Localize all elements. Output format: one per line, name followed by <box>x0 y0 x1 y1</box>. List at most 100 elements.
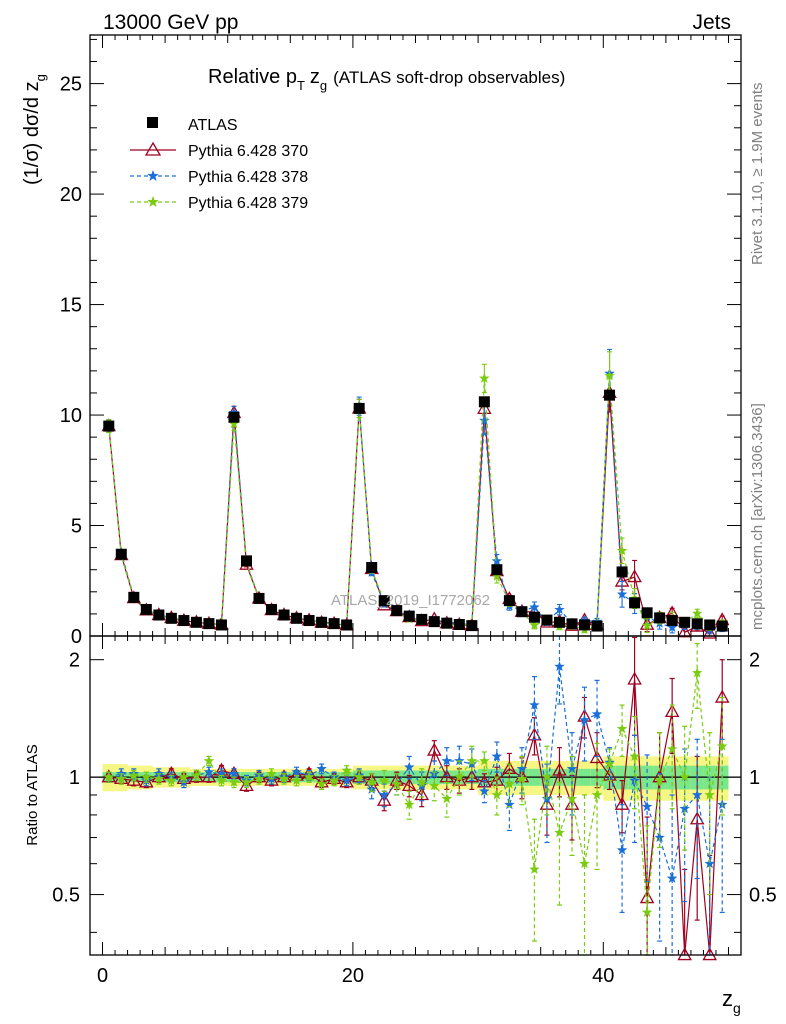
reference-marker <box>503 595 515 607</box>
chart-title-rest: (ATLAS soft-drop observables) <box>333 68 565 87</box>
series-marker-main <box>702 625 717 639</box>
ratio-tick-label-right: 2 <box>749 650 760 672</box>
reference-marker <box>178 615 190 627</box>
analysis-label: ATLAS_2019_I1772062 <box>331 592 490 609</box>
series-marker-ratio <box>704 789 715 800</box>
series-marker-ratio <box>504 778 515 789</box>
chart-title-sub-g: g <box>320 78 327 93</box>
series-marker-ratio <box>228 768 240 779</box>
series-marker-ratio <box>441 755 453 766</box>
series-marker-ratio <box>203 755 215 766</box>
series-marker-ratio <box>554 661 565 672</box>
series-marker-ratio <box>291 766 302 777</box>
series-marker-ratio <box>666 872 678 883</box>
reference-marker <box>353 402 365 414</box>
series-marker-main <box>491 555 503 566</box>
series-marker-main <box>604 370 615 381</box>
series-marker-ratio <box>627 671 642 685</box>
series-marker-ratio <box>591 789 603 800</box>
reference-marker <box>591 620 603 632</box>
series-marker-main <box>691 608 703 618</box>
reference-marker <box>441 617 453 629</box>
series-marker-ratio <box>341 764 352 775</box>
reference-marker <box>203 618 215 630</box>
legend: ATLAS Pythia 6.428 370 Pythia 6.428 378 … <box>130 117 308 212</box>
series-marker-ratio <box>604 758 615 769</box>
reference-marker <box>228 411 240 423</box>
series-marker-ratio <box>714 689 730 703</box>
series-marker-ratio <box>666 743 678 754</box>
series-marker-ratio <box>641 906 653 917</box>
series-layer <box>101 348 730 961</box>
reference-marker <box>541 614 553 626</box>
chart-title-main: Relative p <box>208 66 297 88</box>
reference-marker <box>303 615 315 627</box>
series-marker-ratio <box>466 755 478 766</box>
chart-title: Relative pT zg (ATLAS soft-drop observable… <box>208 66 565 93</box>
series-marker-ratio <box>316 763 327 774</box>
reference-marker <box>403 610 415 622</box>
legend-label-atlas: ATLAS <box>188 117 238 134</box>
series-marker-ratio <box>128 769 140 780</box>
series-marker-ratio <box>702 947 717 961</box>
legend-marker-atlas <box>147 117 158 128</box>
tick-layer: 0 20 40 0 5 10 15 20 25 0.5 0.5 1 1 2 2 <box>52 35 777 987</box>
series-marker-ratio <box>479 755 490 766</box>
y-tick-label: 5 <box>71 516 82 538</box>
series-marker-ratio <box>416 776 427 787</box>
series-marker-main <box>479 372 490 383</box>
series-marker-ratio <box>353 771 365 782</box>
reference-marker <box>128 591 140 603</box>
series-marker-ratio <box>404 799 415 810</box>
series-marker-ratio <box>253 773 265 784</box>
series-marker-ratio <box>378 789 390 800</box>
y-tick-label: 15 <box>60 295 82 317</box>
series-marker-ratio <box>691 667 703 678</box>
reference-marker <box>679 616 691 628</box>
series-marker-ratio <box>552 762 567 776</box>
reference-marker <box>153 609 165 621</box>
series-marker-ratio <box>616 723 628 734</box>
legend-marker-378 <box>147 170 159 181</box>
series-marker-ratio <box>679 803 690 814</box>
y-tick-label: 25 <box>60 74 82 96</box>
reference-marker <box>140 603 152 615</box>
series-marker-ratio <box>529 699 540 710</box>
series-marker-ratio <box>529 863 540 874</box>
series-marker-ratio <box>366 776 377 787</box>
legend-label-379: Pythia 6.428 379 <box>188 195 308 212</box>
reference-marker <box>604 389 616 401</box>
series-marker-main <box>641 620 653 631</box>
series-marker-ratio <box>414 787 430 801</box>
x-axis-label-main: z <box>722 986 733 1011</box>
series-marker-ratio <box>704 858 715 869</box>
series-marker-ratio <box>401 777 417 792</box>
ratio-tick-label-left: 0.5 <box>52 885 80 907</box>
series-marker-ratio <box>439 769 455 783</box>
reference-marker <box>566 618 578 630</box>
x-axis-label: zg <box>722 986 741 1016</box>
ratio-tick-label-left: 2 <box>69 650 80 672</box>
series-marker-ratio <box>341 775 352 785</box>
reference-marker <box>453 619 465 631</box>
series-marker-ratio <box>629 750 640 761</box>
series-line-ratio-0 <box>108 679 723 956</box>
series-marker-ratio <box>504 799 515 810</box>
series-marker-ratio <box>203 766 215 777</box>
series-marker-ratio <box>566 763 578 774</box>
series-marker-ratio <box>654 775 665 785</box>
series-marker-ratio <box>616 844 628 855</box>
reference-marker <box>240 555 252 567</box>
reference-marker <box>466 620 478 632</box>
ratio-axis-label: Ratio to ATLAS <box>24 744 41 845</box>
header-right: Jets <box>692 11 731 34</box>
reference-marker <box>579 619 591 631</box>
reference-marker <box>654 612 666 624</box>
reference-marker <box>103 420 115 432</box>
side-label-mcplots: mcplots.cern.ch [arXiv:1306.3436] <box>749 403 766 630</box>
reference-marker <box>528 611 540 623</box>
series-marker-ratio <box>191 769 202 780</box>
series-marker-ratio <box>579 714 590 725</box>
series-marker-ratio <box>479 785 490 796</box>
reference-marker <box>266 603 278 615</box>
